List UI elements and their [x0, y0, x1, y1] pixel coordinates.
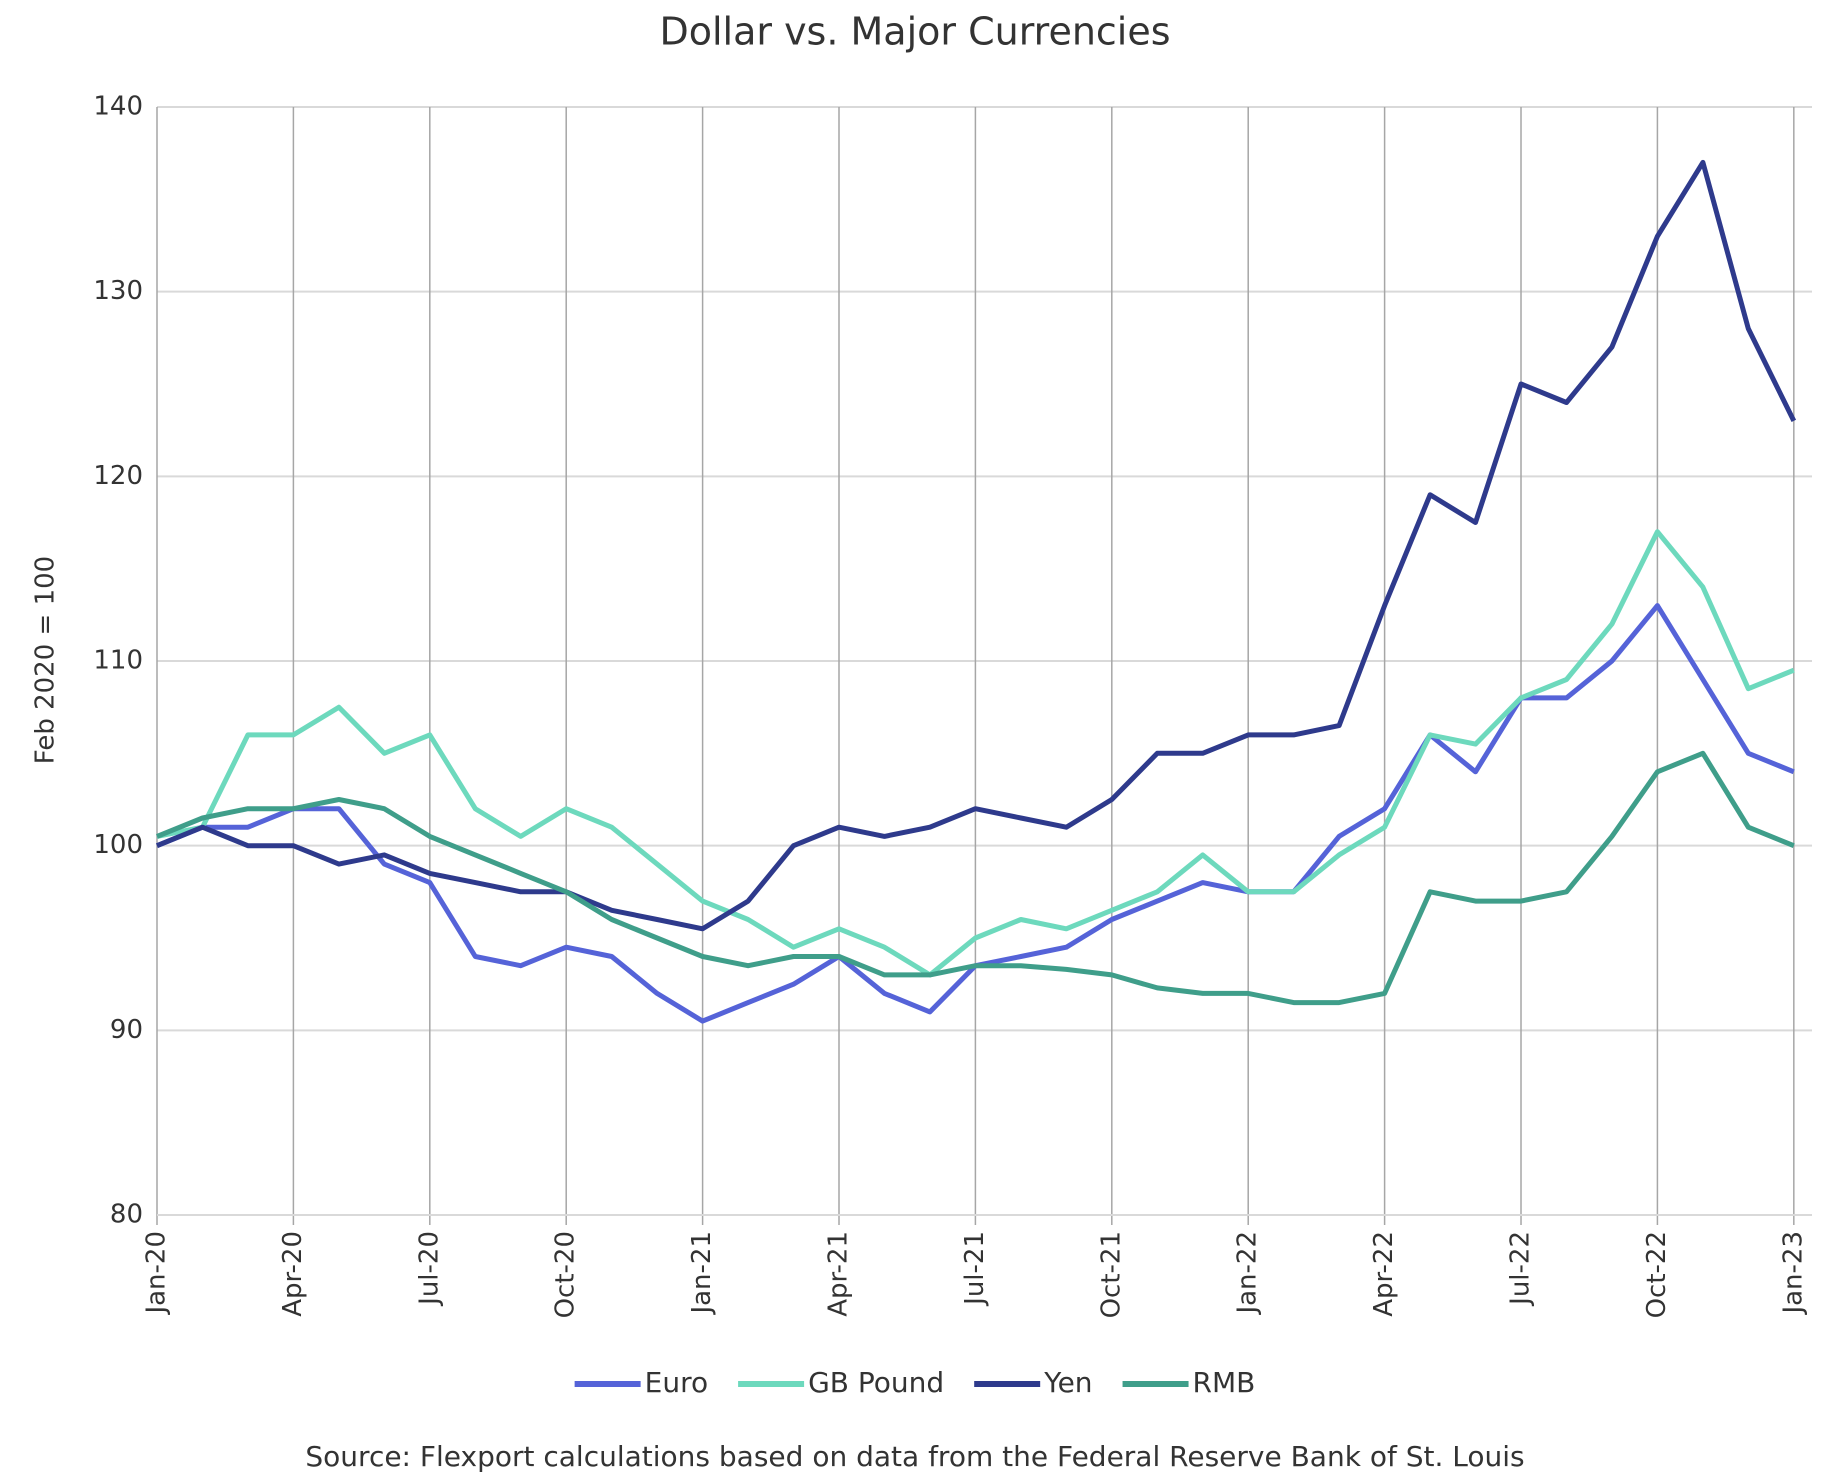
source-note: Source: Flexport calculations based on d… — [305, 1440, 1524, 1473]
y-tick-label: 90 — [110, 1015, 143, 1045]
x-tick-label: Jul-20 — [414, 1231, 444, 1307]
x-tick-label: Jan-20 — [142, 1231, 172, 1316]
y-tick-label: 120 — [93, 461, 143, 491]
legend-label: Yen — [1043, 1366, 1092, 1399]
x-tick-label: Jan-23 — [1778, 1231, 1808, 1316]
series-line — [156, 750, 1795, 1006]
legend-label: GB Pound — [808, 1366, 944, 1399]
y-tick-label: 110 — [93, 646, 143, 676]
x-tick-label: Jul-21 — [960, 1231, 990, 1307]
x-tick-label: Apr-21 — [824, 1231, 854, 1317]
y-tick-label: 140 — [93, 92, 143, 122]
chart-title: Dollar vs. Major Currencies — [659, 10, 1170, 54]
x-tick-label: Oct-20 — [551, 1231, 581, 1318]
x-tick-label: Jan-21 — [687, 1231, 717, 1316]
legend-label: Euro — [645, 1366, 708, 1399]
x-tick-label: Oct-21 — [1096, 1231, 1126, 1318]
x-tick-label: Jan-22 — [1233, 1231, 1263, 1316]
y-tick-label: 80 — [110, 1200, 143, 1230]
legend-label: RMB — [1193, 1366, 1256, 1399]
series-line — [156, 529, 1795, 978]
x-tick-label: Jul-22 — [1506, 1231, 1536, 1307]
series-line — [156, 159, 1797, 932]
y-tick-label: 130 — [93, 276, 143, 306]
x-tick-label: Oct-22 — [1642, 1231, 1672, 1318]
x-tick-label: Apr-22 — [1369, 1231, 1399, 1317]
x-tick-label: Apr-20 — [278, 1231, 308, 1317]
y-axis-label: Feb 2020 = 100 — [31, 556, 61, 764]
y-tick-label: 100 — [93, 830, 143, 860]
